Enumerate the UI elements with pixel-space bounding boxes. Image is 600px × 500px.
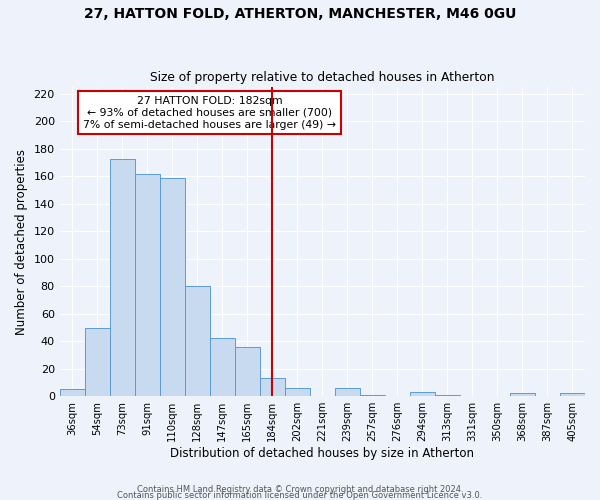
- Bar: [335, 388, 360, 396]
- Bar: [360, 395, 385, 396]
- Bar: [235, 346, 260, 396]
- Bar: [435, 395, 460, 396]
- Bar: [260, 378, 285, 396]
- Bar: [160, 178, 185, 396]
- Bar: [135, 174, 160, 396]
- Title: Size of property relative to detached houses in Atherton: Size of property relative to detached ho…: [150, 72, 494, 85]
- Bar: [210, 338, 235, 396]
- Bar: [510, 394, 535, 396]
- Bar: [560, 394, 585, 396]
- Text: Contains public sector information licensed under the Open Government Licence v3: Contains public sector information licen…: [118, 490, 482, 500]
- Bar: [185, 286, 210, 396]
- X-axis label: Distribution of detached houses by size in Atherton: Distribution of detached houses by size …: [170, 447, 475, 460]
- Bar: [110, 158, 135, 396]
- Text: 27, HATTON FOLD, ATHERTON, MANCHESTER, M46 0GU: 27, HATTON FOLD, ATHERTON, MANCHESTER, M…: [84, 8, 516, 22]
- Bar: [59, 390, 85, 396]
- Bar: [285, 388, 310, 396]
- Bar: [85, 328, 110, 396]
- Y-axis label: Number of detached properties: Number of detached properties: [15, 148, 28, 334]
- Bar: [410, 392, 435, 396]
- Text: Contains HM Land Registry data © Crown copyright and database right 2024.: Contains HM Land Registry data © Crown c…: [137, 485, 463, 494]
- Text: 27 HATTON FOLD: 182sqm
← 93% of detached houses are smaller (700)
7% of semi-det: 27 HATTON FOLD: 182sqm ← 93% of detached…: [83, 96, 336, 130]
